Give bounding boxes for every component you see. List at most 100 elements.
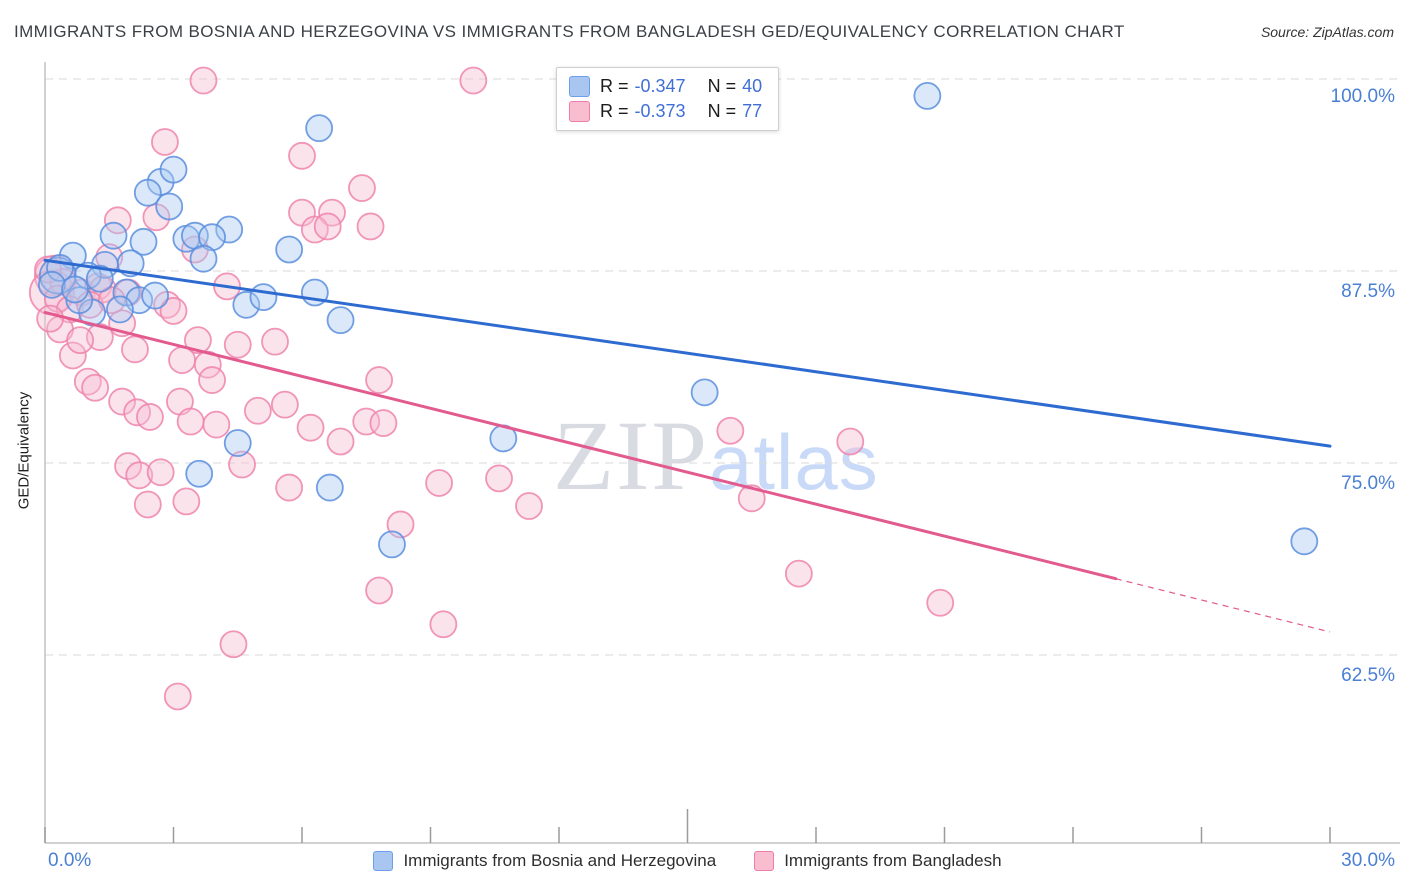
n-label: N = xyxy=(707,76,737,96)
legend-row-bangladesh: R = -0.373 N = 77 xyxy=(569,101,762,122)
legend-row-bosnia: R = -0.347 N = 40 xyxy=(569,76,762,97)
data-point-bosnia xyxy=(106,295,134,324)
chart-title: IMMIGRANTS FROM BOSNIA AND HERZEGOVINA V… xyxy=(14,22,1125,41)
data-point-bosnia xyxy=(37,270,66,299)
data-point-bosnia xyxy=(275,235,304,264)
data-point-bangladesh xyxy=(121,335,149,364)
r-value: -0.347 xyxy=(634,76,686,96)
data-point-bangladesh xyxy=(485,464,513,493)
data-point-bosnia xyxy=(129,227,158,256)
data-point-bangladesh xyxy=(459,66,488,95)
data-point-bangladesh xyxy=(125,461,154,490)
correlation-legend-box: R = -0.347 N = 40 R = -0.373 N = 77 xyxy=(556,67,780,131)
data-point-bangladesh xyxy=(365,366,394,394)
legend-item-label: Immigrants from Bangladesh xyxy=(784,851,1002,870)
y-tick-62-5: 62.5% xyxy=(1341,665,1395,686)
data-point-bangladesh xyxy=(228,450,256,479)
data-point-bangladesh xyxy=(202,410,231,439)
data-point-bangladesh xyxy=(243,396,272,425)
data-point-bangladesh xyxy=(136,403,164,431)
data-point-bangladesh xyxy=(58,341,87,370)
data-point-bangladesh xyxy=(425,469,453,497)
data-point-bangladesh xyxy=(261,327,289,356)
data-point-bangladesh xyxy=(369,409,398,437)
data-point-bosnia xyxy=(141,281,169,310)
bosnia-swatch-icon xyxy=(569,76,590,97)
data-point-bosnia xyxy=(155,192,184,221)
data-point-bosnia xyxy=(249,283,278,312)
data-point-bosnia xyxy=(85,264,114,293)
data-point-bangladesh xyxy=(515,492,543,520)
data-point-bangladesh xyxy=(114,452,142,480)
data-point-bosnia xyxy=(378,530,406,559)
data-point-bangladesh xyxy=(365,576,394,605)
trend-line-bangladesh xyxy=(43,310,1118,581)
data-point-bosnia xyxy=(189,244,218,273)
n-value: 77 xyxy=(742,101,763,121)
data-point-bangladesh xyxy=(176,407,205,436)
data-point-bangladesh xyxy=(168,346,196,374)
source-attribution: Source: ZipAtlas.com xyxy=(1260,24,1394,40)
n-label: N = xyxy=(707,101,737,121)
data-point-bangladesh xyxy=(184,326,212,355)
data-point-bangladesh xyxy=(189,66,218,95)
data-point-bangladesh xyxy=(716,416,745,445)
data-point-bangladesh xyxy=(429,610,458,639)
data-point-bosnia xyxy=(1290,527,1319,556)
data-point-bangladesh xyxy=(926,588,955,617)
data-point-bangladesh xyxy=(163,682,192,711)
data-point-bosnia xyxy=(112,278,141,307)
trend-line-extrapolated-bangladesh xyxy=(1115,578,1331,633)
data-point-bangladesh xyxy=(198,366,226,394)
bosnia-series-swatch-icon xyxy=(373,851,394,871)
data-point-bangladesh xyxy=(288,141,316,170)
data-point-bosnia xyxy=(315,473,344,502)
data-point-bangladesh xyxy=(146,458,175,487)
legend-item-bangladesh: Immigrants from Bangladesh xyxy=(754,851,1002,871)
data-point-bangladesh xyxy=(159,297,188,325)
data-point-bosnia xyxy=(99,221,128,250)
data-point-bosnia xyxy=(913,81,942,110)
data-point-bangladesh xyxy=(784,559,813,588)
trend-line-bosnia xyxy=(43,258,1332,448)
data-point-bangladesh xyxy=(737,484,766,513)
data-point-bangladesh xyxy=(172,487,201,516)
bangladesh-swatch-icon xyxy=(569,101,590,122)
data-point-bosnia xyxy=(232,290,261,319)
data-point-bosnia xyxy=(690,378,719,407)
data-point-bangladesh xyxy=(313,212,342,241)
data-point-bangladesh xyxy=(108,387,136,416)
y-tick-75: 75.0% xyxy=(1341,473,1395,494)
y-tick-87-5: 87.5% xyxy=(1341,281,1395,302)
data-point-bosnia xyxy=(133,178,162,207)
data-point-bosnia xyxy=(61,275,89,304)
n-value: 40 xyxy=(742,76,763,96)
data-point-bangladesh xyxy=(348,174,376,202)
data-point-bangladesh xyxy=(356,212,385,241)
data-point-bangladesh xyxy=(296,413,325,442)
data-point-bosnia xyxy=(326,306,355,335)
x-tick-30: 30.0% xyxy=(1341,850,1395,871)
data-point-bangladesh xyxy=(66,326,95,355)
data-point-bosnia xyxy=(159,155,188,184)
data-point-bangladesh xyxy=(275,473,304,502)
data-point-bosnia xyxy=(223,429,252,457)
data-point-bangladesh xyxy=(326,427,355,456)
legend-item-bosnia: Immigrants from Bosnia and Herzegovina xyxy=(373,851,716,871)
data-point-bangladesh xyxy=(133,490,162,519)
y-tick-100: 100.0% xyxy=(1330,86,1395,107)
data-point-bangladesh xyxy=(103,206,132,235)
data-point-bosnia xyxy=(185,459,214,488)
series-legend: Immigrants from Bosnia and Herzegovina I… xyxy=(45,851,1330,871)
r-label: R = xyxy=(600,101,629,121)
x-tick-0: 0.0% xyxy=(48,850,92,871)
data-point-bangladesh xyxy=(36,304,65,333)
data-point-bangladesh xyxy=(270,390,299,419)
r-value: -0.373 xyxy=(634,101,686,121)
data-point-bangladesh xyxy=(223,330,252,359)
data-point-bangladesh xyxy=(219,630,248,659)
data-point-bosnia xyxy=(215,215,244,244)
r-label: R = xyxy=(600,76,629,96)
data-point-bangladesh xyxy=(836,427,865,456)
